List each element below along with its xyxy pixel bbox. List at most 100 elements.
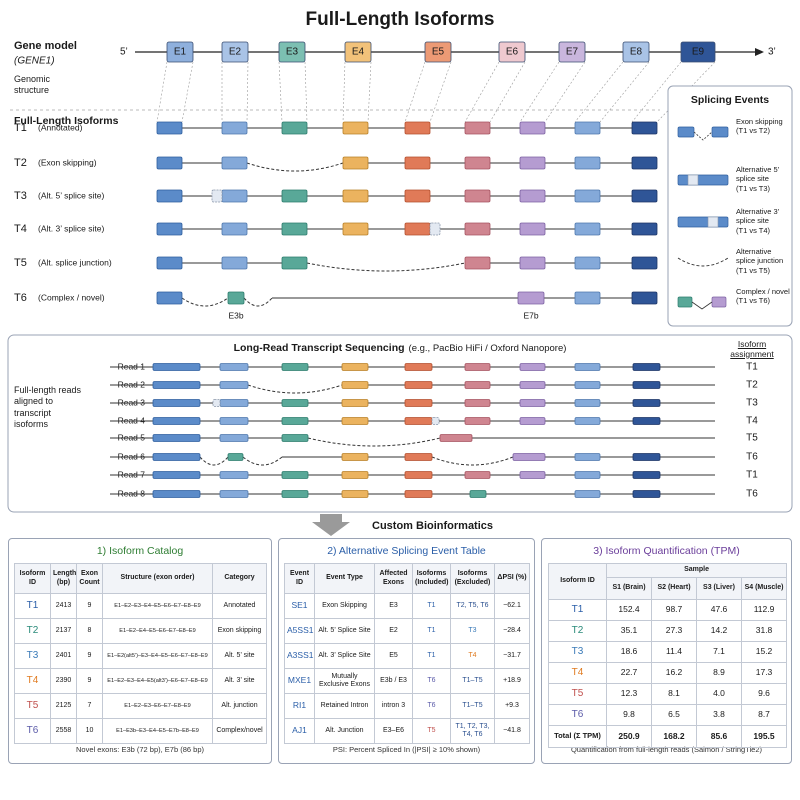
table-cell: 152.4: [606, 599, 652, 621]
sequencing-heading: Long-Read Transcript Sequencing (e.g., Pa…: [234, 342, 567, 354]
table-cell: Alt. 3’ site: [212, 668, 267, 694]
table-cell: −62.1: [494, 593, 530, 619]
exon: [221, 156, 248, 170]
page-title: Full-Length Isoforms: [306, 9, 495, 30]
table-cell: Complex/novel: [212, 718, 267, 744]
sequencing-side-label: Full-length reads aligned to transcript …: [14, 385, 82, 429]
novel-exon-label: E3b: [228, 310, 243, 320]
splice-junction: [247, 384, 343, 394]
table-row: T4 22.7 16.2 8.9 17.3: [548, 662, 788, 684]
exon: [574, 121, 601, 135]
header-row: Event ID Event Type Affected Exons Isoforms…: [284, 563, 530, 594]
table-row: T3 2401 9 E1–E2(alt5’)–E3–E4–E5–E6–E7–E8–E9…: [14, 643, 267, 669]
splicing-event: Complex / novel (T1 vs T6): [736, 287, 790, 306]
splicing-event: Alternative 5’ splice site (T1 vs T3): [736, 165, 790, 193]
read-assignment: T1: [746, 362, 758, 373]
exon: [221, 256, 248, 270]
gene-exon: [558, 41, 586, 63]
splicing-event-label: Exon skipping: [736, 117, 783, 126]
table-row: T2 2137 8 E1–E2–E4–E5–E6–E7–E8–E9 Exon skipp…: [14, 618, 267, 644]
table-row: A5SS1 Alt. 5’ Splice Site E2 T1 T3 −28.4: [284, 618, 530, 644]
isoform-label: (Alt. splice junction): [38, 257, 112, 267]
exon: [221, 222, 248, 236]
table-cell: 9: [76, 643, 103, 669]
exon: [152, 399, 201, 407]
legend-complex: [691, 301, 713, 310]
table-cell: Exon Skipping: [314, 593, 375, 619]
gene-exon-label: E3: [286, 47, 299, 58]
read-label: Read 5: [118, 432, 146, 442]
exon: [519, 363, 546, 371]
exon: [152, 471, 201, 479]
column-header: Isoform ID: [14, 563, 51, 594]
exon: [281, 256, 308, 270]
exon: [519, 189, 546, 203]
table-cell: 6.5: [651, 704, 697, 726]
table-cell: −31.7: [494, 643, 530, 669]
table-cell: T6: [412, 668, 451, 694]
gene-name: (GENE1): [14, 56, 55, 67]
exon: [632, 490, 661, 498]
gene-exon: [680, 41, 716, 63]
exon: [156, 222, 183, 236]
table-row: T1 2413 9 E1–E2–E3–E4–E5–E6–E7–E8–E9 Annotat…: [14, 593, 267, 619]
exon: [631, 189, 658, 203]
table-cell: Alt. 3’ Splice Site: [314, 643, 375, 669]
table-cell: 35.1: [606, 620, 652, 642]
isoform-label: (Complex / novel): [38, 292, 105, 302]
exon: [341, 381, 369, 389]
panel-note: Novel exons: E3b (72 bp), E7b (86 bp): [76, 745, 204, 754]
splice-junction: [242, 456, 283, 466]
exon: [404, 490, 433, 498]
event-id-cell: RI1: [284, 693, 315, 719]
table-cell: 16.2: [651, 662, 697, 684]
column-header: Structure (exon order): [102, 563, 213, 594]
gene-exon-label: E4: [352, 47, 365, 58]
table-cell: T1: [412, 643, 451, 669]
exon-connector: [631, 61, 682, 123]
column-header: Exon Count: [76, 563, 103, 594]
table-cell: 2390: [50, 668, 77, 694]
exon: [519, 399, 546, 407]
exon: [404, 417, 433, 425]
legend-exon: [677, 296, 693, 308]
group-header: Sample: [605, 563, 788, 578]
table-cell: Mutually Exclusive Exons: [314, 668, 375, 694]
table-cell: 12.3: [606, 683, 652, 705]
isoform-id-cell: T4: [14, 668, 51, 694]
table-cell: E1–E2–E3–E4–E5(alt3’)–E6–E7–E8–E9: [102, 668, 213, 694]
legend-exon: [711, 126, 729, 138]
splicing-event-comparison: (T1 vs T4): [736, 225, 771, 235]
genomic-structure-caption: Genomic structure: [14, 74, 51, 96]
column-header: Isoforms (Excluded): [450, 563, 495, 594]
table-row: MXE1 Mutually Exclusive Exons E3b / E3 T6 T1…: [284, 668, 530, 694]
exon: [404, 453, 433, 461]
table-row: T1 152.4 98.7 47.6 112.9: [548, 599, 788, 621]
table-cell: T2, T5, T6: [450, 593, 495, 619]
exon: [342, 222, 369, 236]
exon: [342, 189, 369, 203]
exon: [632, 363, 661, 371]
exon-connector: [574, 61, 624, 123]
exon: [519, 222, 546, 236]
exon: [632, 417, 661, 425]
table-cell: T1, T2, T3, T4, T6: [450, 718, 495, 744]
isoform-id-cell: T1: [548, 599, 607, 621]
table-panel: 2) Alternative Splicing Event Table PSI: …: [278, 538, 535, 764]
isoform-label: (Exon skipping): [38, 157, 97, 167]
table-cell: 4.0: [696, 683, 742, 705]
exon: [464, 222, 491, 236]
table-cell: 2137: [50, 618, 77, 644]
table-cell: T6: [412, 693, 451, 719]
exon: [464, 121, 491, 135]
exon: [404, 399, 433, 407]
isoform-label: (Alt. 3’ splice site): [38, 223, 104, 233]
table-cell: T1–T5: [450, 693, 495, 719]
event-id-cell: MXE1: [284, 668, 315, 694]
exon-connector: [181, 61, 194, 123]
assignment-header: Isoform assignment: [730, 339, 774, 359]
legend-exon: [711, 296, 727, 308]
exon: [631, 222, 658, 236]
read-label: Read 2: [118, 379, 146, 389]
exon: [574, 363, 601, 371]
